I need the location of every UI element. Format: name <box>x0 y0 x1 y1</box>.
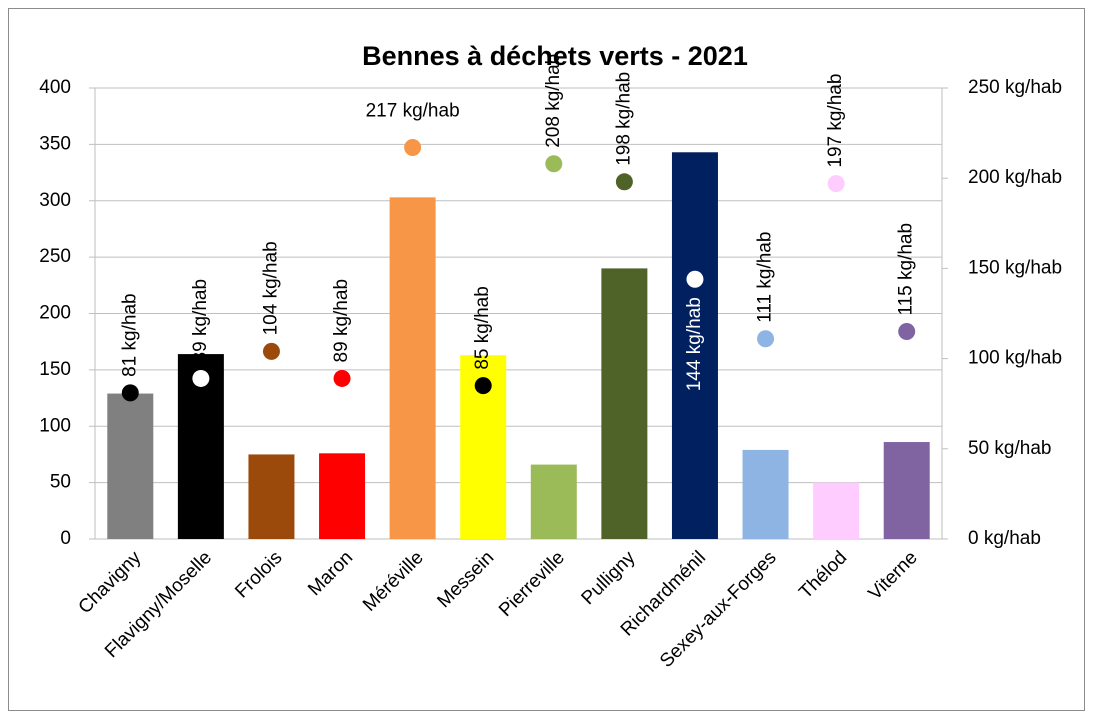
bar <box>742 449 789 539</box>
dot <box>474 377 492 395</box>
data-label: 197 kg/hab <box>825 74 846 168</box>
y-tick-label: 300 <box>39 190 71 211</box>
y2-tick-label: 200 kg/hab <box>968 167 1062 188</box>
chart-title: Bennes à déchets verts - 2021 <box>362 41 748 71</box>
data-label: 104 kg/hab <box>260 241 281 335</box>
bar <box>530 464 577 539</box>
bar <box>389 197 436 539</box>
bar <box>319 453 366 539</box>
y2-tick-label: 100 kg/hab <box>968 348 1062 369</box>
y2-tick-label: 250 kg/hab <box>968 77 1062 98</box>
bar <box>601 268 648 539</box>
dot <box>757 330 775 348</box>
dot <box>827 175 845 193</box>
data-label: 89 kg/hab <box>331 279 352 362</box>
dot <box>898 323 916 341</box>
y2-tick-label: 50 kg/hab <box>968 438 1051 459</box>
y-tick-label: 350 <box>39 133 71 154</box>
dot <box>545 155 563 173</box>
bar <box>107 393 154 539</box>
y2-tick-label: 0 kg/hab <box>968 528 1041 549</box>
y-tick-label: 400 <box>39 77 71 98</box>
dot <box>121 384 139 402</box>
dot <box>192 369 210 387</box>
y-tick-label: 0 <box>60 528 71 549</box>
y-tick-label: 100 <box>39 415 71 436</box>
dot <box>615 173 633 191</box>
data-label: 144 kg/hab <box>684 297 705 391</box>
data-label: 85 kg/hab <box>472 286 493 369</box>
y-tick-label: 50 <box>50 472 71 493</box>
y2-tick-label: 150 kg/hab <box>968 257 1062 278</box>
bar <box>813 482 860 539</box>
bar <box>883 442 930 539</box>
data-label: 115 kg/hab <box>896 223 917 316</box>
data-label: 89 kg/hab <box>190 279 211 362</box>
bar <box>248 454 295 539</box>
dot <box>262 342 280 360</box>
y-tick-label: 200 <box>39 303 71 324</box>
data-label: 81 kg/hab <box>119 293 140 376</box>
data-label: 208 kg/hab <box>543 54 564 148</box>
data-label: 198 kg/hab <box>613 72 634 166</box>
bar <box>671 152 718 539</box>
dot <box>686 270 704 288</box>
data-label: 217 kg/hab <box>366 101 460 122</box>
dot <box>333 369 351 387</box>
dot <box>404 139 422 157</box>
data-label: 111 kg/hab <box>755 232 776 323</box>
y-tick-label: 150 <box>39 359 71 380</box>
y-tick-label: 250 <box>39 246 71 267</box>
